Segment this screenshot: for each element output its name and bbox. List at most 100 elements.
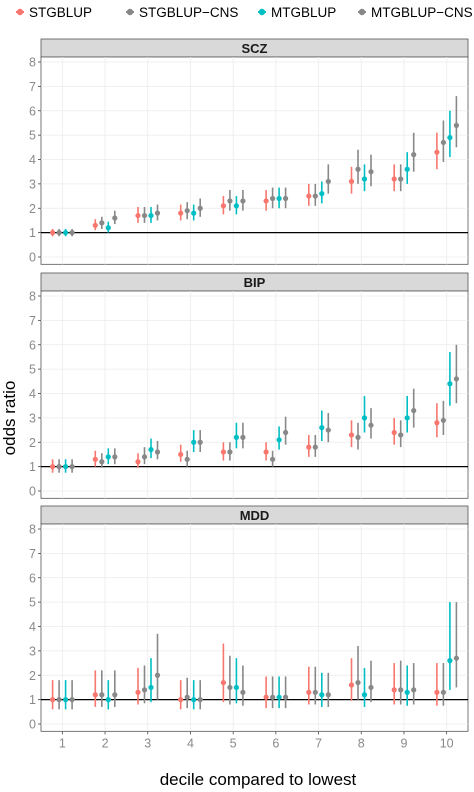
data-point — [270, 195, 276, 202]
series-stgblup — [50, 403, 440, 473]
data-point — [276, 195, 282, 202]
data-point — [178, 210, 184, 216]
data-point — [154, 672, 161, 678]
data-point — [447, 381, 453, 387]
data-point — [178, 697, 184, 703]
y-tick-label: 3 — [29, 177, 36, 191]
legend-key-point — [258, 8, 266, 16]
y-axis: 0 1 2 3 4 5 6 7 8 — [29, 56, 41, 265]
panel-title: SCZ — [242, 41, 268, 56]
data-point — [411, 407, 417, 414]
data-point — [440, 139, 446, 146]
y-tick-label: 0 — [29, 485, 36, 499]
legend-key-point — [358, 8, 366, 16]
data-point — [263, 449, 269, 455]
data-point — [197, 439, 203, 445]
series-stgblup-cns — [56, 400, 446, 473]
x-tick-label: 1 — [59, 736, 66, 750]
legend-label: STGBLUP−CNS — [139, 5, 238, 20]
y-tick-label: 6 — [29, 338, 36, 352]
data-point — [50, 697, 56, 703]
data-point — [355, 679, 361, 686]
y-tick-label: 5 — [29, 596, 36, 610]
y-axis: 0 1 2 3 4 5 6 7 8 — [29, 523, 41, 732]
data-point — [368, 684, 374, 691]
data-point — [440, 689, 446, 695]
data-point — [391, 429, 397, 436]
panel-background — [40, 290, 469, 499]
panel-title: MDD — [240, 508, 270, 523]
y-tick-label: 2 — [29, 436, 36, 450]
data-point — [404, 166, 410, 172]
data-point — [141, 687, 148, 693]
grid-lines — [41, 291, 468, 499]
data-point — [69, 230, 75, 236]
data-point — [135, 459, 141, 465]
data-point — [319, 191, 325, 197]
data-point — [240, 434, 246, 440]
grid-lines — [41, 524, 468, 732]
data-point — [240, 198, 246, 204]
data-point — [391, 176, 397, 182]
y-tick-label: 1 — [29, 226, 36, 240]
data-point — [220, 203, 226, 209]
data-point — [325, 178, 331, 185]
data-point — [56, 230, 62, 236]
data-point — [92, 692, 98, 698]
data-point — [191, 210, 197, 216]
legend-item-mtgblup: MTGBLUP — [258, 5, 336, 20]
data-point — [184, 456, 190, 462]
data-point — [306, 444, 312, 450]
data-point — [99, 692, 105, 698]
data-point — [453, 655, 459, 661]
data-point — [263, 694, 269, 700]
panel-background — [40, 523, 469, 732]
data-point — [112, 215, 118, 221]
data-point — [398, 432, 404, 438]
y-tick-label: 5 — [29, 363, 36, 377]
series-mtgblup-cns — [69, 602, 459, 710]
data-point — [404, 415, 410, 421]
data-point — [233, 203, 239, 209]
y-tick-label: 2 — [29, 669, 36, 683]
data-point — [348, 682, 355, 688]
data-point — [191, 439, 197, 445]
data-point — [148, 212, 154, 219]
series-stgblup-cns — [56, 120, 446, 237]
data-point — [135, 689, 141, 695]
x-tick-label: 5 — [230, 736, 237, 750]
data-point — [361, 176, 368, 182]
data-point — [276, 437, 282, 443]
y-tick-label: 8 — [29, 56, 36, 70]
data-point — [361, 415, 368, 421]
y-tick-label: 7 — [29, 80, 36, 94]
data-point — [63, 697, 69, 703]
legend-item-mtgblup-cns: MTGBLUP−CNS — [358, 5, 473, 20]
data-point — [270, 456, 276, 462]
series-stgblup — [50, 132, 440, 237]
data-point — [135, 212, 141, 219]
data-point — [99, 459, 105, 465]
data-point — [355, 434, 361, 440]
legend-label: STGBLUP — [29, 5, 92, 20]
data-point — [447, 134, 453, 141]
data-point — [270, 694, 276, 700]
legend-label: MTGBLUP−CNS — [371, 5, 473, 20]
y-tick-label: 0 — [29, 718, 36, 732]
x-axis: 1 2 3 4 5 6 7 8 9 10 — [59, 731, 454, 750]
panel-title: BIP — [244, 275, 266, 290]
data-point — [411, 687, 417, 693]
data-point — [227, 449, 233, 455]
data-point — [240, 689, 246, 695]
data-point — [306, 689, 312, 695]
data-point — [197, 697, 203, 703]
data-point — [233, 434, 239, 440]
data-point — [447, 658, 453, 664]
data-point — [191, 697, 197, 703]
data-point — [283, 694, 289, 700]
x-tick-label: 4 — [187, 736, 194, 750]
y-tick-label: 1 — [29, 460, 36, 474]
data-point — [105, 454, 111, 460]
y-tick-label: 6 — [29, 104, 36, 118]
